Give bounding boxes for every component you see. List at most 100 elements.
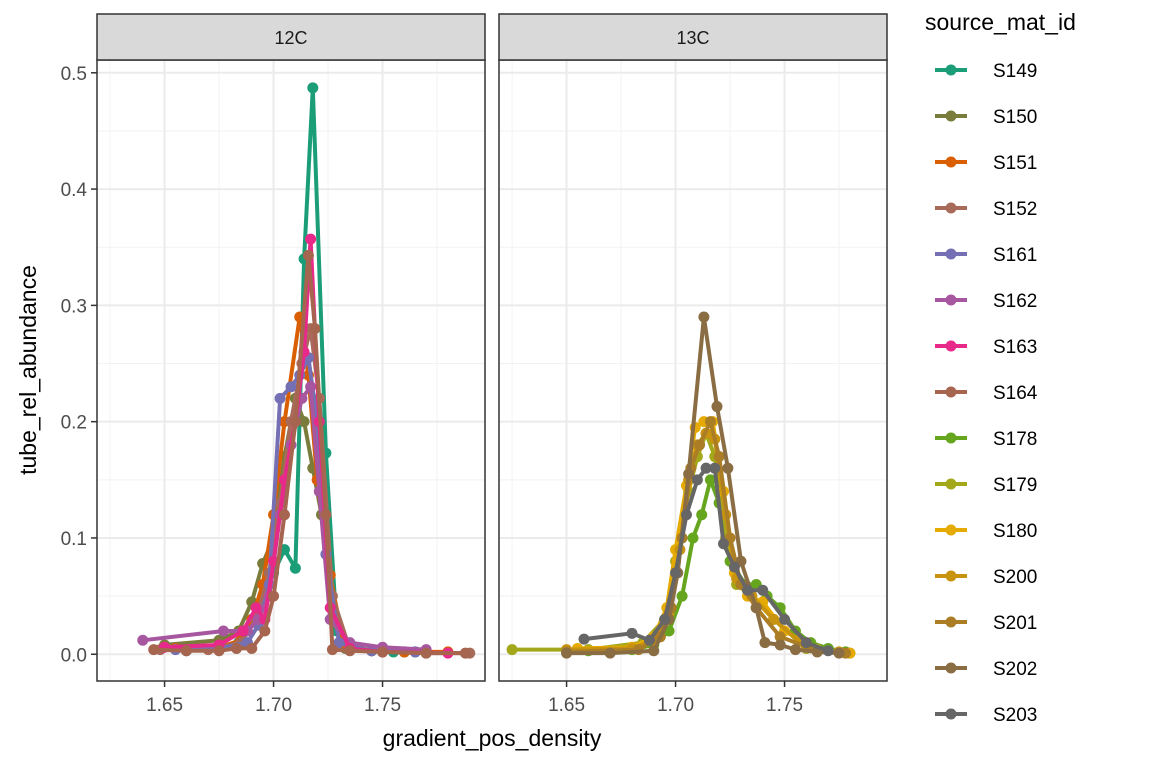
facet-panel-12C: 12C 1.65 1.70 1.75 (96, 13, 486, 716)
data-point-S203 (670, 567, 682, 579)
y-tick-label: 0.5 (61, 64, 87, 85)
data-point-S203 (709, 462, 721, 474)
legend-key-point (945, 248, 957, 260)
x-tick-label: 1.75 (766, 695, 803, 716)
data-point-S164 (377, 646, 389, 658)
legend-key-point (945, 524, 957, 536)
data-point-S164 (344, 645, 356, 657)
data-point-S203 (822, 645, 834, 657)
data-point-S162 (305, 381, 317, 393)
data-point-S164 (289, 416, 301, 428)
legend-key-point (945, 708, 957, 720)
legend-item-S201: S201 (935, 613, 1037, 634)
legend-label: S203 (993, 705, 1037, 726)
legend-item-S180: S180 (935, 521, 1037, 542)
legend-key-point (945, 202, 957, 214)
data-point-S150 (298, 416, 310, 428)
x-tick-label: 1.65 (146, 695, 183, 716)
data-point-S200 (768, 613, 780, 625)
data-point-S203 (718, 538, 730, 550)
legend-item-S152: S152 (935, 199, 1037, 220)
legend-key-point (945, 570, 957, 582)
legend-item-S178: S178 (935, 429, 1037, 450)
legend-label: S178 (993, 429, 1037, 450)
data-point-S164 (213, 645, 225, 657)
data-point-S203 (741, 584, 753, 596)
data-point-S149 (289, 562, 301, 574)
data-point-S201 (774, 631, 786, 643)
series-S203 (578, 462, 834, 657)
data-point-S202 (774, 639, 786, 651)
y-tick-label: 0.2 (61, 413, 87, 434)
legend-label: S149 (993, 61, 1037, 82)
legend-item-S179: S179 (935, 475, 1037, 496)
data-point-S202 (833, 647, 845, 659)
data-point-S163 (305, 233, 317, 245)
data-point-S179 (506, 644, 518, 656)
legend-label: S151 (993, 153, 1037, 174)
facet-strip-label: 13C (676, 28, 709, 48)
data-point-S203 (800, 637, 812, 649)
data-point-S202 (750, 602, 762, 614)
legend-label: S163 (993, 337, 1037, 358)
legend-label: S152 (993, 199, 1037, 220)
facet-strip (498, 13, 888, 61)
legend-key-point (945, 386, 957, 398)
legend-item-S164: S164 (935, 383, 1038, 404)
legend-item-S163: S163 (935, 337, 1037, 358)
legend-key-point (945, 616, 957, 628)
legend-key-point (945, 478, 957, 490)
data-point-S202 (759, 637, 771, 649)
series-line-S202 (566, 315, 840, 656)
data-point-S164 (268, 590, 280, 602)
data-point-S163 (237, 625, 249, 637)
data-point-S201 (713, 451, 725, 463)
legend-item-S203: S203 (935, 705, 1037, 726)
data-point-S203 (728, 561, 740, 573)
y-tick-label: 0.0 (61, 645, 87, 666)
legend-item-S151: S151 (935, 153, 1037, 174)
legend-key-point (945, 432, 957, 444)
legend-label: S200 (993, 567, 1037, 588)
legend-label: S202 (993, 659, 1037, 680)
data-point-S164 (180, 645, 192, 657)
data-point-S202 (722, 462, 734, 474)
data-point-S164 (231, 642, 243, 654)
legend-key-point (945, 156, 957, 168)
data-point-S178 (696, 509, 708, 521)
legend-item-S162: S162 (935, 291, 1037, 312)
legend-label: S201 (993, 613, 1037, 634)
data-point-S161 (274, 392, 286, 404)
data-point-S161 (333, 637, 345, 649)
data-point-S203 (757, 584, 769, 596)
y-tick-label: 0.4 (61, 180, 88, 201)
data-point-S162 (137, 634, 149, 646)
legend-label: S179 (993, 475, 1037, 496)
data-point-S149 (307, 82, 319, 94)
facet-strip-label: 12C (274, 28, 307, 48)
data-point-S202 (711, 401, 723, 413)
data-point-S203 (680, 509, 692, 521)
data-point-S202 (561, 647, 573, 659)
x-tick-label: 1.70 (255, 695, 292, 716)
data-point-S202 (789, 644, 801, 656)
data-point-S203 (626, 627, 638, 639)
data-point-S164 (459, 647, 471, 659)
legend-label: S162 (993, 291, 1037, 312)
data-point-S203 (643, 634, 655, 646)
legend-key-point (945, 294, 957, 306)
data-point-S164 (148, 644, 160, 656)
legend-title: source_mat_id (925, 9, 1076, 35)
data-point-S164 (259, 625, 271, 637)
facet-strip (96, 13, 486, 61)
legend-label: S150 (993, 107, 1037, 128)
x-tick-label: 1.65 (548, 695, 585, 716)
data-point-S202 (648, 645, 660, 657)
data-point-S163 (250, 602, 262, 614)
legend-label: S180 (993, 521, 1037, 542)
data-point-S202 (683, 468, 695, 480)
data-point-S202 (604, 647, 616, 659)
data-point-S164 (309, 323, 321, 335)
data-point-S162 (217, 625, 229, 637)
